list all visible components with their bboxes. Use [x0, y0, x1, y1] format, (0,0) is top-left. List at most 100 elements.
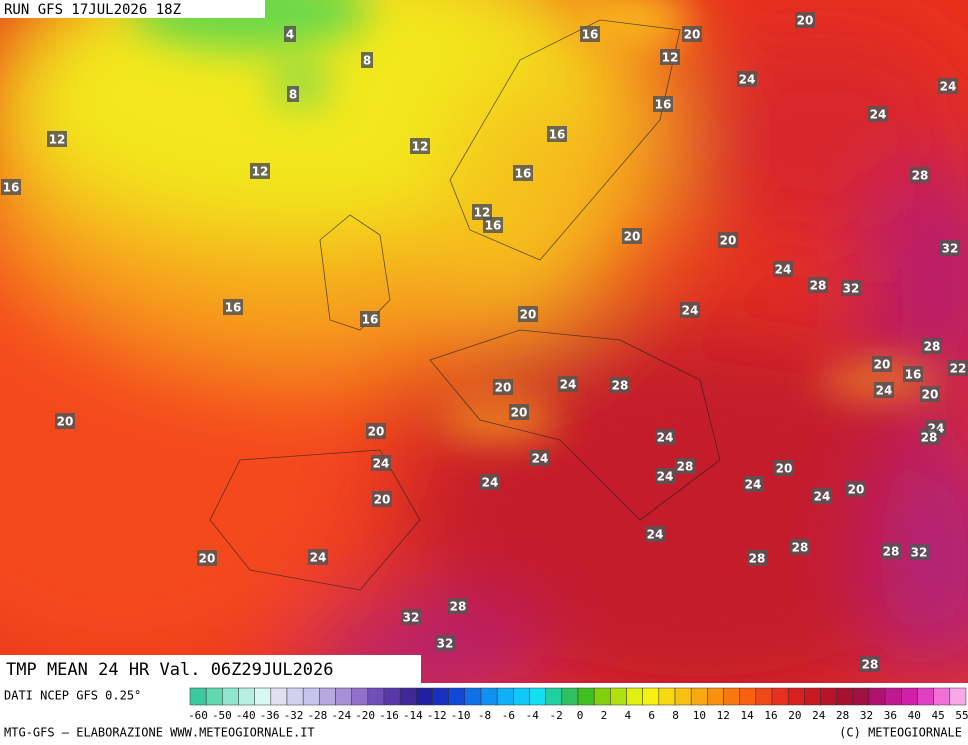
contour-label: 16	[549, 128, 566, 142]
contour-label-box	[284, 26, 296, 42]
contour-label-box	[680, 302, 700, 318]
color-swatch	[593, 687, 611, 706]
contour-label-box	[920, 386, 940, 402]
contour-label: 28	[924, 340, 941, 354]
scale-label: 10	[693, 709, 706, 722]
contour-label-box	[509, 404, 529, 420]
contour-label: 20	[199, 552, 216, 566]
scale-label: -6	[502, 709, 515, 722]
scale-label: 24	[812, 709, 826, 722]
contour-label: 12	[412, 140, 429, 154]
color-swatch	[513, 687, 530, 706]
contour-label: 12	[662, 51, 679, 65]
contour-label-box	[655, 429, 675, 445]
contour-label: 24	[745, 478, 762, 492]
color-swatch	[642, 687, 660, 706]
scale-label: 8	[672, 709, 679, 722]
contour-label: 28	[612, 379, 629, 393]
contour-label: 20	[374, 493, 391, 507]
color-swatch	[432, 687, 449, 706]
contour-label-box	[360, 311, 380, 327]
contour-label: 32	[437, 637, 454, 651]
contour-label-box	[948, 360, 968, 376]
contour-label: 20	[720, 234, 737, 248]
contour-label-box	[371, 455, 391, 471]
contour-label: 16	[3, 181, 20, 195]
contour-label-box	[197, 550, 217, 566]
contour-label: 24	[647, 528, 664, 542]
color-swatch	[884, 687, 902, 706]
contour-label-box	[55, 413, 75, 429]
color-swatch	[189, 687, 207, 706]
temperature-field	[0, 0, 968, 683]
contour-label: 16	[485, 219, 502, 233]
contour-label: 24	[775, 263, 792, 277]
contour-label: 24	[657, 431, 674, 445]
contour-label: 16	[655, 98, 672, 112]
contour-label: 24	[940, 80, 957, 94]
contour-label: 32	[911, 546, 928, 560]
contour-label-box	[480, 474, 500, 490]
color-swatch	[626, 687, 643, 706]
contour-label: 8	[289, 88, 297, 102]
contour-label: 28	[810, 279, 827, 293]
contour-label: 28	[883, 545, 900, 559]
scale-label: 4	[624, 709, 631, 722]
scale-label: -32	[284, 709, 304, 722]
contour-label: 20	[57, 415, 74, 429]
color-swatch	[335, 687, 352, 706]
contour-label-box	[790, 539, 810, 555]
contour-label-box	[401, 609, 421, 625]
color-swatch	[852, 687, 870, 706]
title-box	[0, 655, 421, 683]
contour-label-box	[622, 228, 642, 244]
contour-label: 20	[922, 388, 939, 402]
coastline	[209, 19, 721, 591]
color-swatch	[949, 687, 967, 706]
contour-label: 16	[362, 313, 379, 327]
contour-label: 24	[814, 490, 831, 504]
contour-label: 8	[363, 54, 371, 68]
contour-label: 20	[511, 406, 528, 420]
color-swatch	[868, 687, 886, 706]
contour-label-box	[250, 163, 270, 179]
header-box	[0, 0, 265, 18]
contour-label-box	[868, 106, 888, 122]
source: DATI NCEP GFS 0.25°	[4, 689, 141, 703]
contour-label: 28	[749, 552, 766, 566]
color-swatch	[755, 687, 773, 706]
color-swatch	[610, 687, 627, 706]
contour-label: 24	[482, 476, 499, 490]
contour-label-box	[580, 26, 600, 42]
scale-label: 28	[836, 709, 849, 722]
contour-label: 20	[848, 483, 865, 497]
contour-label-box	[372, 491, 392, 507]
scale-label: -60	[188, 709, 208, 722]
contour-label: 24	[739, 73, 756, 87]
color-swatch	[529, 687, 546, 706]
contour-label-box	[940, 240, 960, 256]
contour-label-box	[483, 217, 503, 233]
contour-label-box	[530, 450, 550, 466]
contour-label-box	[718, 232, 738, 248]
scale-label: 32	[860, 709, 873, 722]
contour-label: 20	[776, 462, 793, 476]
color-swatch	[690, 687, 708, 706]
contour-label-box	[47, 131, 67, 147]
scale-label: 0	[577, 709, 584, 722]
contour-label: 22	[950, 362, 967, 376]
contour-label: 20	[874, 358, 891, 372]
contour-label-box	[938, 78, 958, 94]
color-swatch	[917, 687, 934, 706]
color-swatch	[464, 687, 482, 706]
color-swatch	[577, 687, 595, 706]
contour-label-box	[660, 49, 680, 65]
contour-label: 24	[657, 470, 674, 484]
contour-label-box	[435, 635, 455, 651]
contour-label-box	[909, 544, 929, 560]
contour-label-box	[366, 423, 386, 439]
color-swatch	[933, 687, 951, 706]
color-swatch	[480, 687, 498, 706]
contour-label-box	[610, 377, 630, 393]
